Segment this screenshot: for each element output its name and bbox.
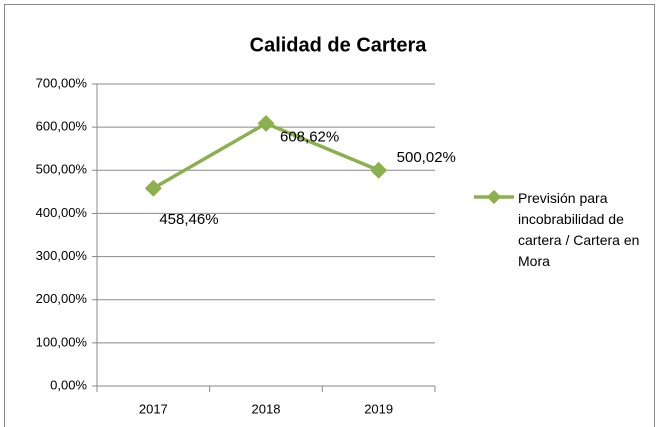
legend-marker (486, 189, 502, 205)
y-tick-label: 600,00% (36, 119, 88, 134)
x-tick-label: 2018 (252, 401, 281, 416)
legend-label: Previsión para incobrabilidad de cartera… (518, 190, 640, 269)
y-tick-label: 300,00% (36, 248, 88, 263)
data-label: 458,46% (159, 211, 218, 228)
data-point (370, 161, 388, 179)
y-tick-label: 500,00% (36, 162, 88, 177)
data-label: 500,02% (397, 149, 456, 166)
data-point (257, 114, 275, 132)
chart-border (4, 4, 655, 427)
y-tick-label: 100,00% (36, 334, 88, 349)
chart-title: Calidad de Cartera (250, 34, 428, 56)
y-tick-label: 700,00% (36, 75, 88, 90)
data-point (144, 179, 162, 197)
x-tick-label: 2017 (139, 401, 168, 416)
y-tick-label: 400,00% (36, 205, 88, 220)
y-tick-label: 0,00% (50, 377, 87, 392)
data-label: 608,62% (280, 128, 339, 145)
y-tick-label: 200,00% (36, 291, 88, 306)
x-tick-label: 2019 (364, 401, 393, 416)
